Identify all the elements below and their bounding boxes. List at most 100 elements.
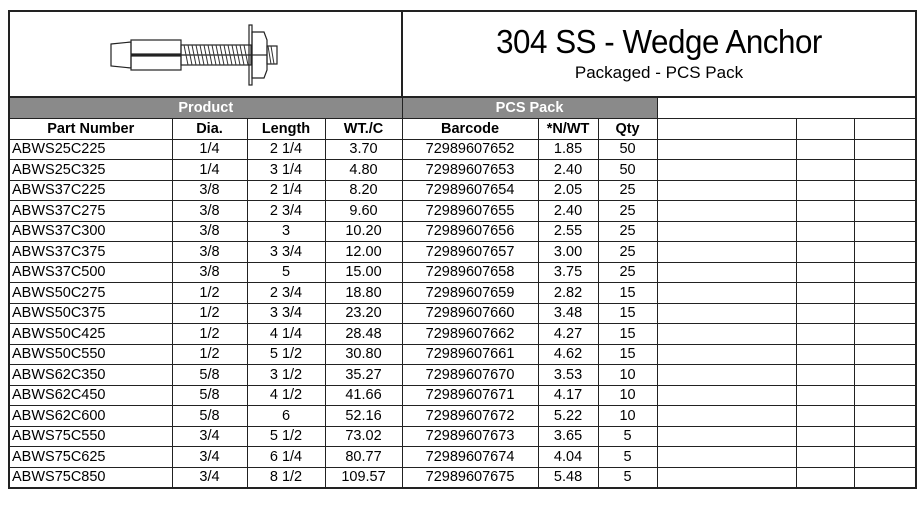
cell-barcode: 72989607658 [401, 261, 539, 283]
cell-blank [853, 282, 917, 304]
col-header-barcode: Barcode [401, 118, 539, 140]
header-block: 304 SS - Wedge Anchor Packaged - PCS Pac… [8, 10, 917, 98]
cell-qty: 15 [597, 302, 658, 324]
cell-part-number: ABWS75C550 [8, 425, 173, 447]
table-row: ABWS37C500 3/8 5 15.00 72989607658 3.75 25 [8, 261, 917, 283]
cell-length: 2 3/4 [246, 200, 326, 222]
cell-length: 5 [246, 261, 326, 283]
page-subtitle: Packaged - PCS Pack [574, 63, 744, 82]
cell-weight: 12.00 [324, 241, 403, 263]
cell-barcode: 72989607656 [401, 220, 539, 242]
cell-blank [656, 138, 797, 160]
cell-blank [853, 466, 917, 489]
cell-length: 2 3/4 [246, 282, 326, 304]
cell-length: 3 1/4 [246, 159, 326, 181]
cell-net-weight: 3.53 [537, 364, 599, 386]
cell-dia: 1/4 [171, 138, 248, 160]
cell-qty: 25 [597, 179, 658, 201]
table-row: ABWS37C300 3/8 3 10.20 72989607656 2.55 25 [8, 220, 917, 242]
cell-net-weight: 3.65 [537, 425, 599, 447]
cell-net-weight: 1.85 [537, 138, 599, 160]
cell-blank [795, 302, 855, 324]
cell-blank [853, 364, 917, 386]
cell-weight: 3.70 [324, 138, 403, 160]
cell-blank [853, 179, 917, 201]
cell-net-weight: 3.00 [537, 241, 599, 263]
cell-qty: 5 [597, 466, 658, 489]
cell-part-number: ABWS62C350 [8, 364, 173, 386]
cell-blank [795, 159, 855, 181]
cell-qty: 15 [597, 343, 658, 365]
col-header-blank [853, 118, 917, 140]
cell-length: 3 3/4 [246, 302, 326, 324]
cell-net-weight: 2.05 [537, 179, 599, 201]
cell-length: 3 1/2 [246, 364, 326, 386]
cell-blank [795, 282, 855, 304]
cell-blank [795, 323, 855, 345]
cell-blank [795, 241, 855, 263]
cell-net-weight: 5.48 [537, 466, 599, 489]
cell-weight: 80.77 [324, 446, 403, 468]
cell-dia: 5/8 [171, 364, 248, 386]
cell-barcode: 72989607661 [401, 343, 539, 365]
cell-qty: 10 [597, 384, 658, 406]
cell-blank [656, 405, 797, 427]
table-row: ABWS62C350 5/8 3 1/2 35.27 72989607670 3.53 10 [8, 364, 917, 386]
cell-blank [795, 405, 855, 427]
cell-part-number: ABWS62C600 [8, 405, 173, 427]
cell-blank [795, 466, 855, 489]
cell-weight: 8.20 [324, 179, 403, 201]
cell-barcode: 72989607672 [401, 405, 539, 427]
cell-blank [853, 159, 917, 181]
cell-blank [656, 364, 797, 386]
cell-part-number: ABWS37C225 [8, 179, 173, 201]
cell-net-weight: 4.27 [537, 323, 599, 345]
cell-length: 3 [246, 220, 326, 242]
cell-blank [656, 425, 797, 447]
cell-qty: 15 [597, 282, 658, 304]
cell-barcode: 72989607660 [401, 302, 539, 324]
group-header-pcs-pack: PCS Pack [401, 96, 658, 119]
cell-part-number: ABWS37C500 [8, 261, 173, 283]
cell-blank [795, 364, 855, 386]
cell-qty: 25 [597, 220, 658, 242]
cell-weight: 109.57 [324, 466, 403, 489]
col-header-weight: WT./C [324, 118, 403, 140]
cell-blank [795, 200, 855, 222]
cell-blank [853, 220, 917, 242]
cell-weight: 4.80 [324, 159, 403, 181]
cell-blank [853, 446, 917, 468]
cell-length: 6 [246, 405, 326, 427]
cell-qty: 5 [597, 446, 658, 468]
cell-blank [795, 261, 855, 283]
cell-length: 5 1/2 [246, 425, 326, 447]
cell-blank [656, 384, 797, 406]
cell-weight: 23.20 [324, 302, 403, 324]
group-header-product: Product [8, 96, 403, 119]
cell-length: 2 1/4 [246, 179, 326, 201]
group-header-blank [656, 96, 917, 119]
cell-net-weight: 2.82 [537, 282, 599, 304]
cell-dia: 3/4 [171, 466, 248, 489]
cell-net-weight: 5.22 [537, 405, 599, 427]
cell-weight: 41.66 [324, 384, 403, 406]
col-header-blank [656, 118, 797, 140]
col-header-dia: Dia. [171, 118, 248, 140]
cell-part-number: ABWS75C850 [8, 466, 173, 489]
table-row: ABWS37C375 3/8 3 3/4 12.00 72989607657 3.00 25 [8, 241, 917, 263]
cell-blank [795, 220, 855, 242]
cell-blank [853, 200, 917, 222]
cell-weight: 52.16 [324, 405, 403, 427]
cell-blank [656, 446, 797, 468]
cell-barcode: 72989607655 [401, 200, 539, 222]
cell-weight: 15.00 [324, 261, 403, 283]
cell-barcode: 72989607670 [401, 364, 539, 386]
cell-blank [853, 384, 917, 406]
cell-blank [656, 282, 797, 304]
cell-blank [656, 159, 797, 181]
cell-blank [656, 220, 797, 242]
table-row: ABWS50C375 1/2 3 3/4 23.20 72989607660 3.48 15 [8, 302, 917, 324]
cell-length: 5 1/2 [246, 343, 326, 365]
cell-dia: 5/8 [171, 405, 248, 427]
cell-qty: 25 [597, 261, 658, 283]
